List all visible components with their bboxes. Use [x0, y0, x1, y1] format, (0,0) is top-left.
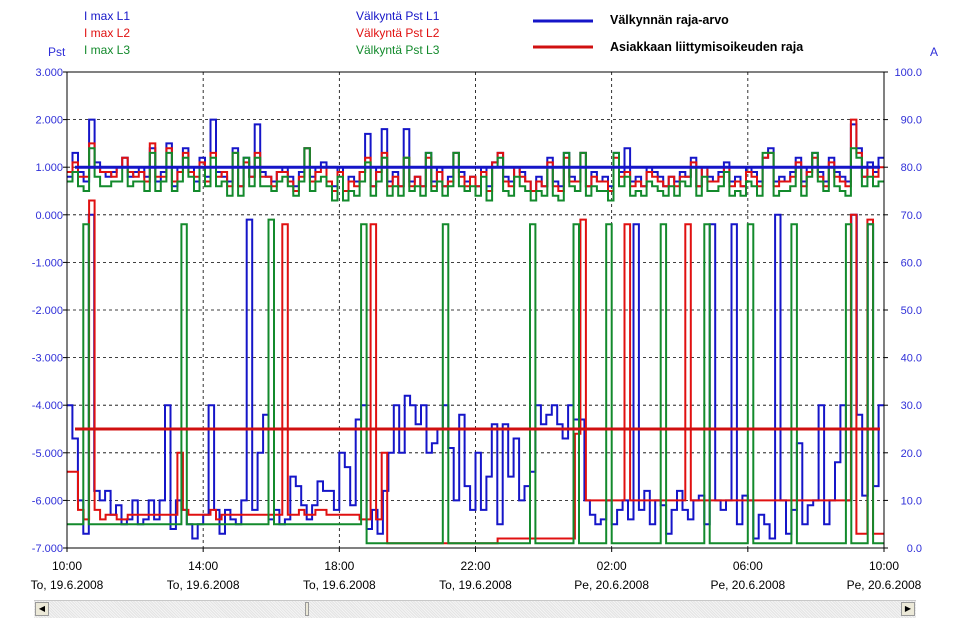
- x-tick-date: To, 19.6.2008: [31, 578, 104, 592]
- legend-connection-limit: Asiakkaan liittymisoikeuden raja: [610, 40, 804, 54]
- x-tick-time: 22:00: [460, 559, 490, 573]
- right-tick-label: 40.0: [901, 353, 922, 365]
- flicker-current-chart: I max L1 I max L2 I max L3 Välkyntä Pst …: [31, 9, 938, 592]
- legend-pst-l3: Välkyntä Pst L3: [356, 43, 440, 57]
- x-tick-date: Pe, 20.6.2008: [574, 578, 649, 592]
- left-tick-label: -1.000: [32, 257, 63, 269]
- left-tick-label: -7.000: [32, 543, 63, 555]
- x-tick-date: To, 19.6.2008: [303, 578, 376, 592]
- right-tick-label: 80.0: [901, 162, 922, 174]
- left-tick-label: -3.000: [32, 353, 63, 365]
- right-axis-ticks: 100.0 90.0 80.0 70.0 60.0 50.0 40.0 30.0 20.0 10.…: [884, 67, 922, 555]
- series-line-i-max-l3: [67, 218, 884, 545]
- legend-imax-l3: I max L3: [84, 43, 130, 57]
- right-tick-label: 90.0: [901, 115, 922, 127]
- left-tick-label: -2.000: [32, 305, 63, 317]
- left-tick-label: -6.000: [32, 495, 63, 507]
- x-tick-time: 10:00: [869, 559, 899, 573]
- left-tick-label: 2.000: [35, 115, 63, 127]
- series-line-v-lkynt-pst-l2: [67, 118, 884, 192]
- scroll-left-arrow-icon[interactable]: ◀: [35, 602, 49, 616]
- legend-imax-l1: I max L1: [84, 9, 130, 23]
- right-axis-unit: A: [930, 45, 938, 59]
- x-tick-time: 02:00: [597, 559, 627, 573]
- legend-flicker-limit: Välkynnän raja-arvo: [610, 13, 729, 27]
- right-tick-label: 0.0: [907, 543, 922, 555]
- series-line-v-lkynt-pst-l3: [67, 147, 884, 202]
- left-tick-label: 3.000: [35, 67, 63, 79]
- x-tick-time: 06:00: [733, 559, 763, 573]
- x-axis-ticks: 10:00 To, 19.6.2008 14:00 To, 19.6.2008 18:0…: [31, 548, 922, 592]
- right-tick-label: 60.0: [901, 257, 922, 269]
- x-tick-date: To, 19.6.2008: [439, 578, 512, 592]
- scroll-right-arrow-icon[interactable]: ▶: [901, 602, 915, 616]
- left-tick-label: 0.000: [35, 210, 63, 222]
- x-tick-time: 10:00: [52, 559, 82, 573]
- series-line-i-max-l1: [67, 213, 884, 540]
- x-tick-time: 14:00: [188, 559, 218, 573]
- right-tick-label: 70.0: [901, 210, 922, 222]
- legend-pst-l2: Välkyntä Pst L2: [356, 26, 440, 40]
- right-tick-label: 100.0: [894, 67, 922, 79]
- left-tick-label: 1.000: [35, 162, 63, 174]
- x-tick-date: Pe, 20.6.2008: [710, 578, 785, 592]
- left-axis-ticks: 3.000 2.000 1.000 0.000 -1.000 -2.000 -3.000 -4…: [32, 67, 67, 555]
- series-layer: [67, 118, 884, 545]
- legend-pst-l1: Välkyntä Pst L1: [356, 9, 440, 23]
- left-tick-label: -4.000: [32, 400, 63, 412]
- left-axis-unit: Pst: [48, 45, 66, 59]
- horizontal-scrollbar[interactable]: ◀ ▶: [34, 600, 916, 618]
- right-tick-label: 30.0: [901, 400, 922, 412]
- x-tick-date: To, 19.6.2008: [167, 578, 240, 592]
- x-tick-date: Pe, 20.6.2008: [847, 578, 922, 592]
- x-tick-time: 18:00: [324, 559, 354, 573]
- left-tick-label: -5.000: [32, 448, 63, 460]
- limit-layer: [75, 165, 880, 431]
- scrollbar-thumb[interactable]: [305, 602, 309, 616]
- right-tick-label: 20.0: [901, 448, 922, 460]
- legend-imax-l2: I max L2: [84, 26, 130, 40]
- right-tick-label: 10.0: [901, 495, 922, 507]
- right-tick-label: 50.0: [901, 305, 922, 317]
